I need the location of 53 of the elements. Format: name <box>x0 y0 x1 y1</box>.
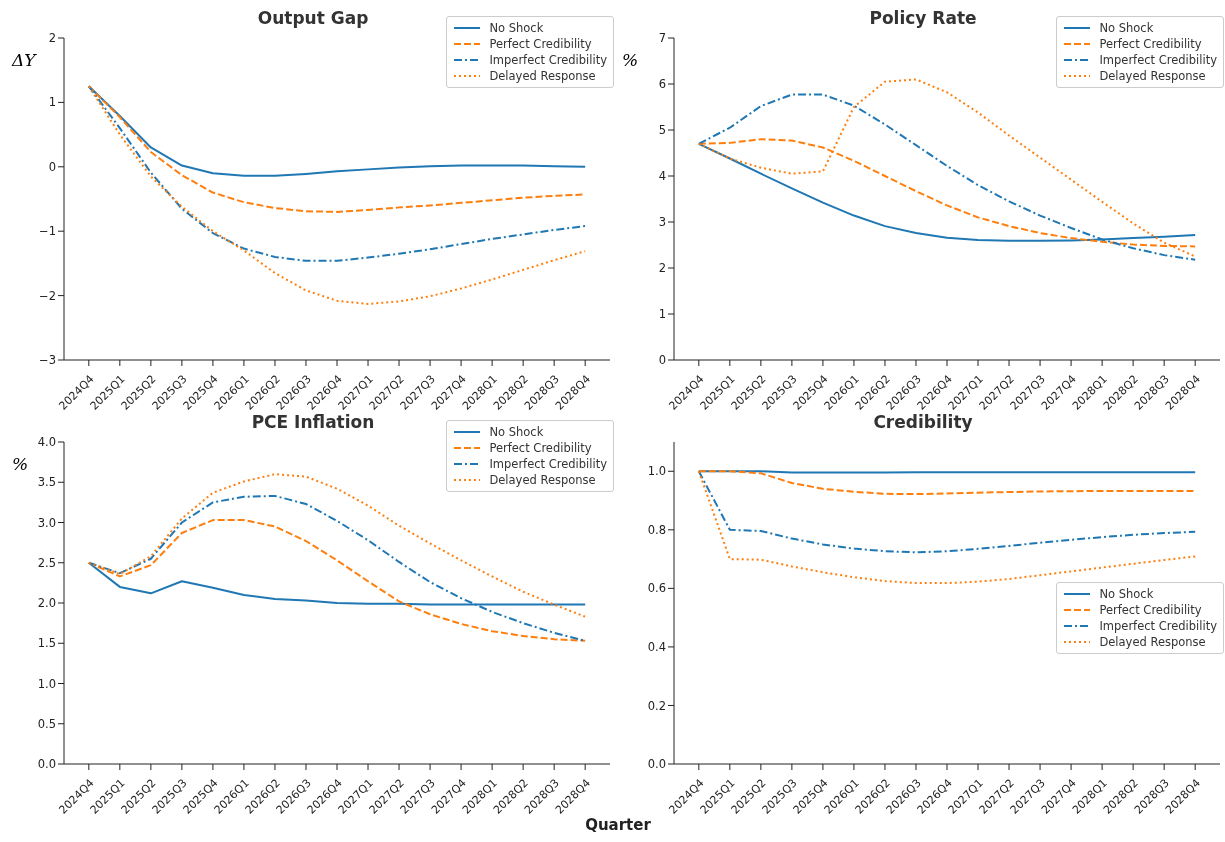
chart-title: PCE Inflation <box>251 412 375 432</box>
y-axis-title: % <box>12 454 29 474</box>
legend-label: Imperfect Credibility <box>1099 52 1217 68</box>
y-tick-label: 2 <box>658 261 666 276</box>
legend-label: Perfect Credibility <box>1099 602 1202 618</box>
y-tick-label: 0.2 <box>647 698 666 713</box>
x-axis-title: Quarter <box>584 816 652 834</box>
legend-label: Imperfect Credibility <box>489 456 607 472</box>
y-tick-label: 3.5 <box>37 475 56 490</box>
y-tick-label: 2.0 <box>37 596 56 611</box>
y-tick-label: 0.5 <box>37 716 56 731</box>
y-axis-title: ΔY <box>12 50 36 70</box>
y-tick-label: 0.0 <box>647 757 666 772</box>
y-tick-label: 3 <box>658 215 666 230</box>
y-tick-label: 0.8 <box>647 522 666 537</box>
chart-title: Credibility <box>872 412 974 434</box>
y-tick-label: −1 <box>39 224 56 239</box>
y-tick-label: 0 <box>48 159 56 174</box>
y-tick-label: 1.0 <box>37 676 56 691</box>
legend-label: Delayed Response <box>1099 634 1206 650</box>
legend-label: Imperfect Credibility <box>1099 618 1217 634</box>
legend-label: No Shock <box>489 424 544 440</box>
y-axis-title: % <box>622 50 639 70</box>
legend-label: Delayed Response <box>1099 68 1206 84</box>
y-tick-label: 1 <box>48 95 56 110</box>
legend-label: Perfect Credibility <box>489 36 592 52</box>
legend-label: Delayed Response <box>489 472 596 488</box>
chart-title: Policy Rate <box>869 8 977 28</box>
y-tick-label: 5 <box>658 123 666 138</box>
y-tick-label: 2.5 <box>37 555 56 570</box>
legend-label: Delayed Response <box>489 68 596 84</box>
legend-label: No Shock <box>489 20 544 36</box>
legend-label: No Shock <box>1099 20 1154 36</box>
y-tick-label: 6 <box>658 77 666 92</box>
y-tick-label: −2 <box>39 288 56 303</box>
y-tick-label: 1.5 <box>37 636 56 651</box>
legend-label: No Shock <box>1099 586 1154 602</box>
y-tick-label: 1.0 <box>647 464 666 479</box>
y-tick-label: 2 <box>48 31 56 46</box>
y-tick-label: 0.6 <box>647 581 666 596</box>
y-tick-label: 4.0 <box>37 435 56 450</box>
y-tick-label: 0.4 <box>647 639 666 654</box>
y-tick-label: −3 <box>39 353 56 368</box>
chart-title: Output Gap <box>257 8 369 28</box>
y-tick-label: 7 <box>658 31 666 46</box>
y-tick-label: 1 <box>658 307 666 322</box>
legend-label: Perfect Credibility <box>1099 36 1202 52</box>
legend-label: Perfect Credibility <box>489 440 592 456</box>
y-tick-label: 0.0 <box>37 757 56 772</box>
y-tick-label: 0 <box>658 353 666 368</box>
y-tick-label: 4 <box>658 169 666 184</box>
y-tick-label: 3.0 <box>37 515 56 530</box>
legend-label: Imperfect Credibility <box>489 52 607 68</box>
